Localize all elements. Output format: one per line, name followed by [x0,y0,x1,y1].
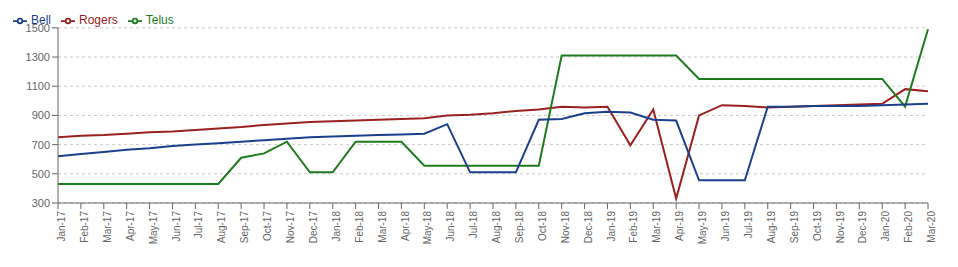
svg-text:Mar-17: Mar-17 [102,211,113,243]
svg-text:Dec-19: Dec-19 [857,211,868,244]
svg-text:Sep-18: Sep-18 [514,211,525,244]
svg-text:Jul-18: Jul-18 [468,211,479,239]
svg-text:Aug-18: Aug-18 [491,211,502,244]
svg-text:Oct-19: Oct-19 [812,211,823,241]
svg-text:Jun-18: Jun-18 [445,211,456,242]
svg-text:Jul-19: Jul-19 [743,211,754,239]
svg-text:Oct-18: Oct-18 [537,211,548,241]
svg-text:Aug-17: Aug-17 [216,211,227,244]
svg-text:Nov-19: Nov-19 [835,211,846,244]
svg-text:Feb-19: Feb-19 [628,211,639,243]
svg-text:Feb-17: Feb-17 [79,211,90,243]
svg-text:Oct-17: Oct-17 [262,211,273,241]
svg-text:Feb-18: Feb-18 [354,211,365,243]
svg-text:Mar-18: Mar-18 [377,211,388,243]
svg-text:Jan-19: Jan-19 [606,211,617,242]
svg-text:Jan-20: Jan-20 [880,211,891,242]
svg-text:May-19: May-19 [697,211,708,245]
svg-text:Nov-18: Nov-18 [560,211,571,244]
svg-text:Feb-20: Feb-20 [903,211,914,243]
svg-text:Aug-19: Aug-19 [766,211,777,244]
svg-text:Jan-17: Jan-17 [56,211,67,242]
svg-text:Apr-19: Apr-19 [674,211,685,241]
svg-text:May-18: May-18 [422,211,433,245]
svg-text:Apr-18: Apr-18 [400,211,411,241]
svg-text:Sep-19: Sep-19 [789,211,800,244]
svg-text:Mar-19: Mar-19 [651,211,662,243]
svg-text:Jul-17: Jul-17 [193,211,204,239]
svg-text:1500: 1500 [26,22,50,34]
svg-text:Jan-18: Jan-18 [331,211,342,242]
svg-text:Dec-18: Dec-18 [583,211,594,244]
svg-text:Dec-17: Dec-17 [308,211,319,244]
svg-text:1100: 1100 [26,80,50,92]
svg-text:May-17: May-17 [148,211,159,245]
svg-text:900: 900 [32,109,50,121]
svg-text:Jun-17: Jun-17 [171,211,182,242]
svg-text:500: 500 [32,168,50,180]
svg-text:Mar-20: Mar-20 [926,211,937,243]
svg-text:Apr-17: Apr-17 [125,211,136,241]
svg-text:700: 700 [32,139,50,151]
svg-text:300: 300 [32,197,50,209]
svg-text:Nov-17: Nov-17 [285,211,296,244]
svg-text:Jun-19: Jun-19 [720,211,731,242]
svg-text:Sep-17: Sep-17 [239,211,250,244]
svg-text:1300: 1300 [26,51,50,63]
